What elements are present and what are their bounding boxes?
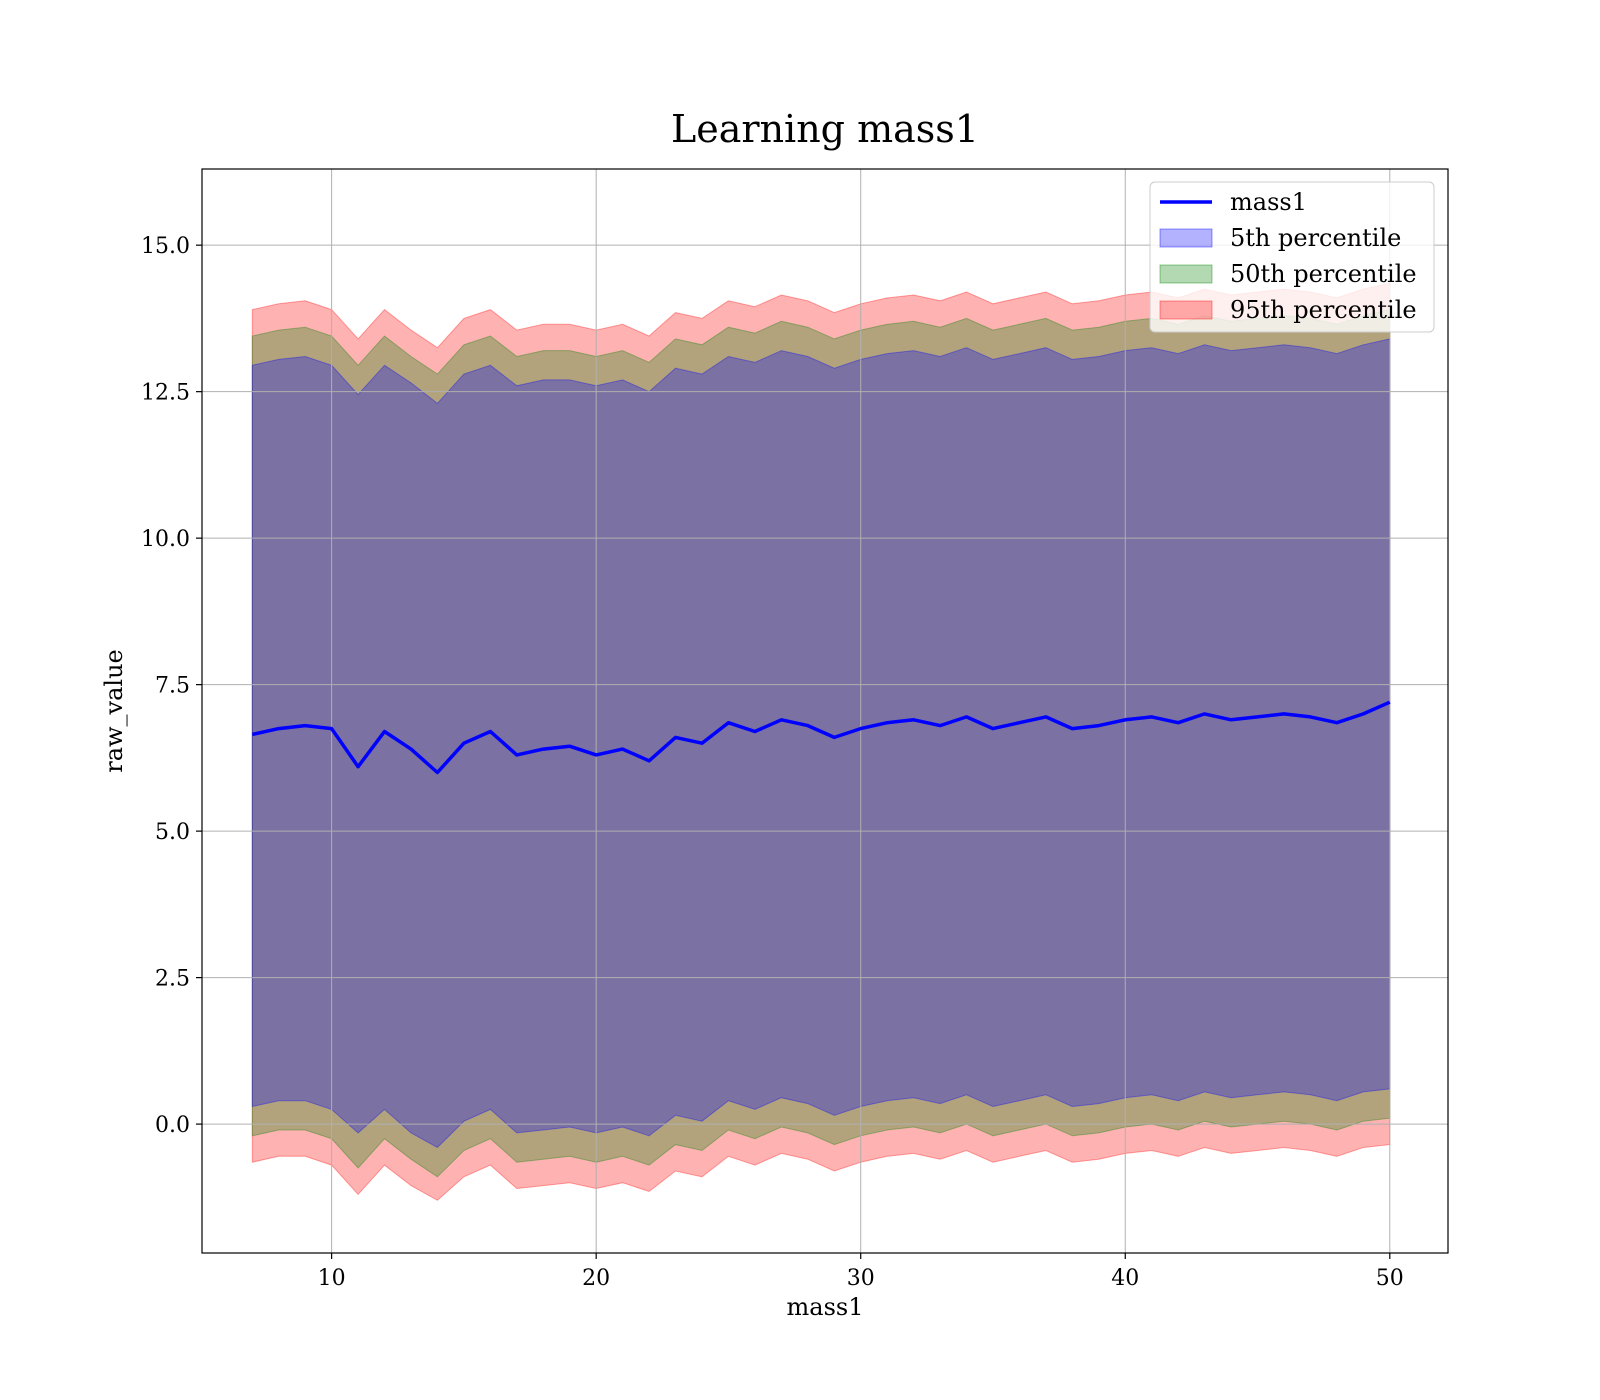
series-line-mass1 <box>251 700 1391 775</box>
legend-band-swatch <box>1159 300 1213 320</box>
legend-band-swatch <box>1159 264 1213 284</box>
grid-lines <box>202 169 1448 1253</box>
legend-label: 95th percentile <box>1230 296 1417 324</box>
x-tick-label: 20 <box>582 1266 610 1291</box>
y-tick-label: 15.0 <box>141 234 190 259</box>
x-tick-label: 50 <box>1376 1266 1404 1291</box>
legend-box <box>1149 181 1435 333</box>
legend-label: 5th percentile <box>1230 224 1401 252</box>
y-tick-label: 12.5 <box>141 381 190 406</box>
legend-band-swatch <box>1159 228 1213 248</box>
y-tick-label: 7.5 <box>155 674 190 699</box>
axis-ticks: 10 20 30 40 50 0.0 2.5 5.0 7.5 10.0 12.5 15.0 <box>141 234 1404 1291</box>
x-tick-label: 30 <box>847 1266 875 1291</box>
y-tick-label: 10.0 <box>141 527 190 552</box>
y-axis-label: raw_value <box>100 649 128 773</box>
y-tick-label: 2.5 <box>155 967 190 992</box>
x-tick-label: 40 <box>1111 1266 1139 1291</box>
series-lines <box>251 700 1391 775</box>
x-axis-label: mass1 <box>787 1293 864 1321</box>
legend: mass1 5th percentile 50th percentile 95th p… <box>1149 181 1435 333</box>
band-5th-percentile <box>251 338 1391 1149</box>
chart-title: Learning mass1 <box>671 107 979 151</box>
legend-label: 50th percentile <box>1230 260 1417 288</box>
y-tick-label: 0.0 <box>155 1113 190 1138</box>
y-tick-label: 5.0 <box>155 820 190 845</box>
legend-label: mass1 <box>1230 188 1307 216</box>
percentile-bands <box>251 282 1391 1201</box>
x-tick-label: 10 <box>318 1266 346 1291</box>
plot-frame <box>201 168 1449 1254</box>
